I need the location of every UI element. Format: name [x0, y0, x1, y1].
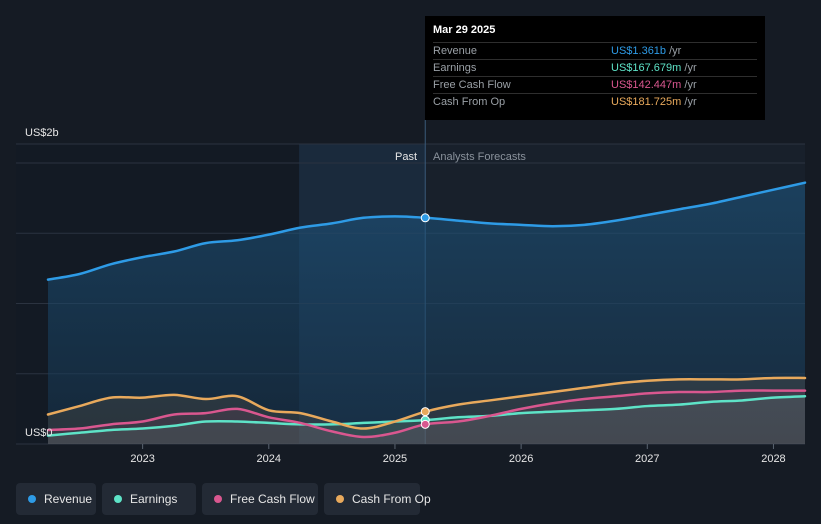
earnings-dot-icon	[114, 495, 122, 503]
tooltip-label: Free Cash Flow	[433, 79, 511, 91]
past-label: Past	[395, 151, 417, 163]
x-tick-label: 2025	[383, 453, 407, 465]
free-cash-flow-marker	[420, 419, 430, 429]
tooltip-value: US$181.725m /yr	[611, 96, 697, 108]
x-tick-label: 2026	[509, 453, 533, 465]
tooltip: Mar 29 2025 Revenue US$1.361b /yr Earnin…	[425, 16, 765, 120]
revenue-area	[48, 182, 805, 445]
tooltip-label: Cash From Op	[433, 96, 506, 108]
free-cash-flow-area	[48, 390, 805, 444]
legend-item-earnings[interactable]: Earnings	[102, 483, 196, 515]
tooltip-row-cash-from-op: Cash From Op US$181.725m /yr	[433, 93, 757, 111]
forecast-label: Analysts Forecasts	[433, 151, 526, 163]
tooltip-value: US$142.447m /yr	[611, 79, 697, 91]
tooltip-value: US$1.361b /yr	[611, 45, 682, 57]
tooltip-row-earnings: Earnings US$167.679m /yr	[433, 59, 757, 77]
legend-item-revenue[interactable]: Revenue	[16, 483, 96, 515]
legend-item-free-cash-flow[interactable]: Free Cash Flow	[202, 483, 318, 515]
tooltip-row-revenue: Revenue US$1.361b /yr	[433, 42, 757, 60]
x-tick-label: 2024	[257, 453, 281, 465]
revenue-marker	[420, 213, 430, 223]
y-axis-top-label: US$2b	[25, 127, 59, 139]
legend-item-cash-from-op[interactable]: Cash From Op	[324, 483, 431, 515]
tooltip-row-free-cash-flow: Free Cash Flow US$142.447m /yr	[433, 76, 757, 94]
x-tick-label: 2027	[635, 453, 659, 465]
tooltip-label: Earnings	[433, 62, 477, 74]
cash-from-op-marker	[420, 407, 430, 417]
cash-from-op-area	[48, 377, 805, 444]
cash-from-op-dot-icon	[336, 495, 344, 503]
x-tick-label: 2023	[130, 453, 154, 465]
tooltip-date: Mar 29 2025	[433, 24, 496, 36]
y-axis-bottom-label: US$0	[25, 427, 53, 439]
revenue-dot-icon	[28, 495, 36, 503]
x-tick-label: 2028	[761, 453, 785, 465]
tooltip-value: US$167.679m /yr	[611, 62, 697, 74]
free-cash-flow-dot-icon	[214, 495, 222, 503]
tooltip-label: Revenue	[433, 45, 478, 57]
